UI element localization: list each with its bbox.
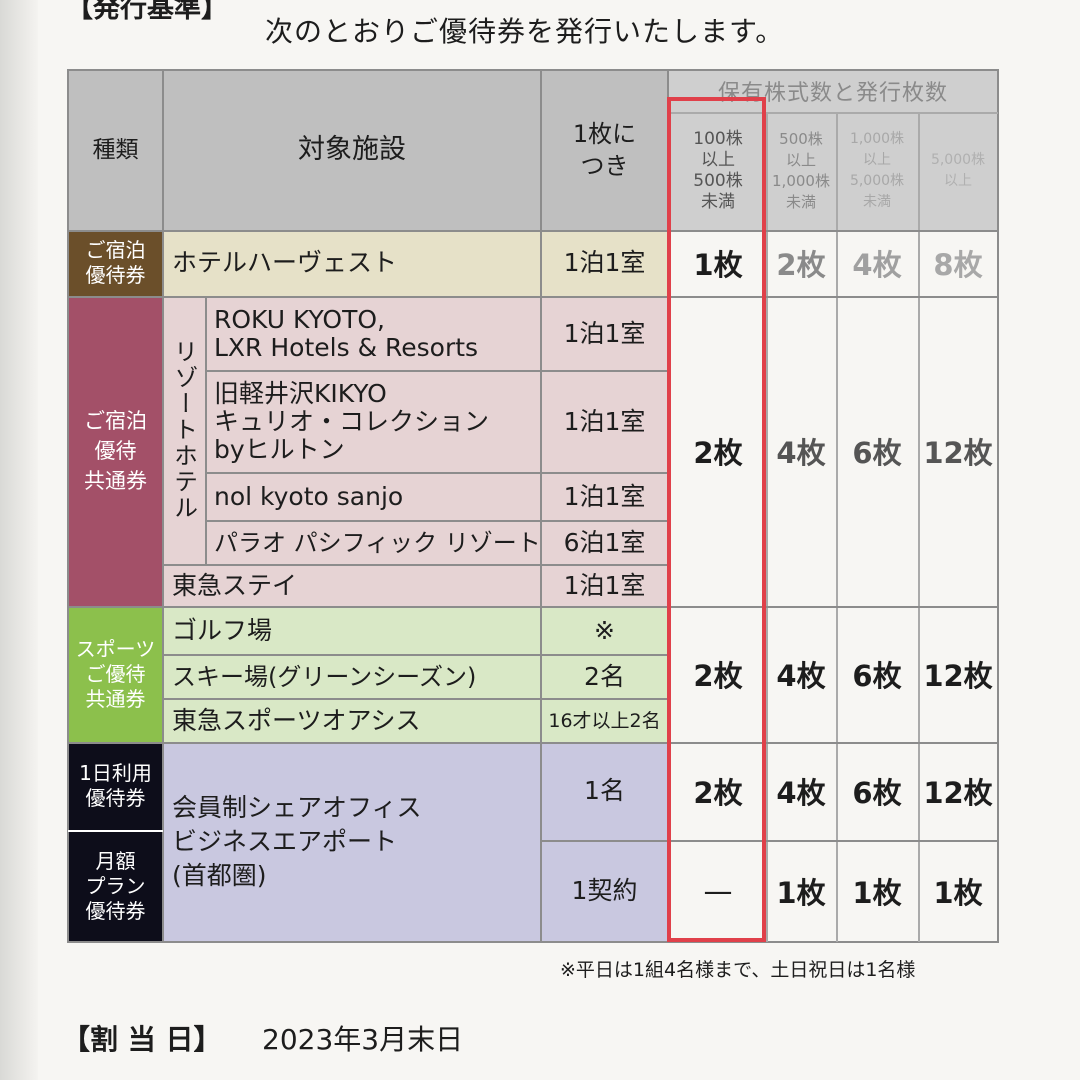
- facility-kikyo: 旧軽井沢KIKYO キュリオ・コレクション byヒルトン: [214, 379, 490, 464]
- row-bg-common: [163, 296, 668, 606]
- header-tier-1: 100株 以上 500株 未満: [693, 129, 743, 212]
- count-sports-tier1: 2枚: [693, 659, 743, 693]
- count-monthly-tier4: 1枚: [933, 876, 983, 910]
- count-stay-tier4: 8枚: [933, 248, 983, 282]
- category-day-use: 1日利用 優待券: [68, 742, 163, 830]
- grid-line: [836, 112, 838, 942]
- grid-line: [918, 112, 920, 942]
- unit-roku: 1泊1室: [563, 319, 646, 348]
- grid-line: [540, 69, 542, 943]
- count-sports-tier2: 4枚: [776, 659, 826, 693]
- grid-line: [205, 370, 668, 372]
- count-stay-tier1: 1枚: [693, 248, 743, 282]
- count-sports-tier3: 6枚: [852, 659, 902, 693]
- category-sports: スポーツ ご優待 共通券: [68, 606, 163, 742]
- grid-line: [162, 69, 164, 943]
- header-tier-4: 5,000株 以上: [930, 152, 986, 189]
- facility-nol: nol kyoto sanjo: [214, 482, 404, 511]
- tier-header-bg: [668, 70, 998, 230]
- grid-line: [68, 69, 998, 71]
- row-bg-office: [163, 742, 668, 942]
- grid-line: [68, 830, 163, 832]
- grid-line: [205, 520, 668, 522]
- grid-line: [997, 69, 999, 943]
- count-monthly-tier3: 1枚: [852, 876, 902, 910]
- grid-line: [163, 654, 668, 656]
- row-bg-stay: [163, 230, 668, 296]
- section-label-issuance: 【発行基準】: [66, 0, 228, 24]
- facility-harvest: ホテルハーヴェスト: [172, 248, 398, 277]
- grid-line: [67, 69, 69, 943]
- unit-palau: 6泊1室: [563, 528, 646, 557]
- count-sports-tier4: 12枚: [923, 659, 993, 693]
- grid-line: [667, 69, 669, 943]
- count-common-tier1: 2枚: [693, 436, 743, 470]
- facility-roku: ROKU KYOTO, LXR Hotels & Resorts: [214, 305, 479, 362]
- header-tier-3: 1,000株 以上 5,000株 未満: [849, 131, 905, 210]
- grid-line: [68, 742, 998, 744]
- row-bg-sports: [163, 606, 668, 742]
- header-tier-2: 500株 以上 1,000株 未満: [772, 130, 830, 211]
- category-monthly: 月額 プラン 優待券: [68, 830, 163, 942]
- grid-line: [205, 296, 207, 566]
- unit-tokyustay: 1泊1室: [563, 571, 646, 600]
- count-stay-tier3: 4枚: [852, 248, 902, 282]
- table-header-bg: [68, 70, 668, 230]
- facility-ski: スキー場(グリーンシーズン): [172, 663, 477, 691]
- allotment-label: 【割 当 日】: [62, 1023, 222, 1056]
- facility-tokyustay: 東急ステイ: [172, 571, 298, 600]
- unit-kikyo: 1泊1室: [563, 407, 646, 436]
- grid-line: [205, 472, 668, 474]
- unit-office-month: 1契約: [571, 876, 638, 905]
- grid-line: [68, 296, 998, 298]
- intro-text: 次のとおりご優待券を発行いたします。: [265, 15, 785, 48]
- unit-harvest: 1泊1室: [563, 248, 646, 277]
- count-dayuse-tier1: 2枚: [693, 776, 743, 810]
- count-stay-tier2: 2枚: [776, 248, 826, 282]
- unit-office-day: 1名: [584, 776, 625, 805]
- facility-palau: パラオ パシフィック リゾート: [214, 529, 541, 557]
- category-stay-common: ご宿泊 優待 共通券: [68, 296, 163, 606]
- facility-office: 会員制シェアオフィス ビジネスエアポート (首都圏): [172, 793, 422, 890]
- count-dayuse-tier4: 12枚: [923, 776, 993, 810]
- header-per-ticket: 1枚に つき: [572, 120, 637, 180]
- page-fold-shadow: [0, 0, 38, 1080]
- unit-nol: 1泊1室: [563, 482, 646, 511]
- unit-oasis: 16才以上2名: [548, 710, 661, 732]
- unit-ski: 2名: [584, 662, 625, 691]
- grid-line: [163, 564, 668, 566]
- facility-oasis: 東急スポーツオアシス: [172, 706, 421, 735]
- grid-line: [163, 698, 668, 700]
- header-type: 種類: [92, 137, 139, 163]
- count-common-tier2: 4枚: [776, 436, 826, 470]
- grid-line: [68, 606, 998, 608]
- grid-line: [766, 112, 768, 942]
- count-common-tier3: 6枚: [852, 436, 902, 470]
- header-facility: 対象施設: [298, 134, 406, 165]
- unit-golf: ※: [594, 616, 615, 645]
- header-holding-group: 保有株式数と発行枚数: [717, 81, 948, 106]
- count-common-tier4: 12枚: [923, 436, 993, 470]
- category-stay: ご宿泊 優待券: [68, 230, 163, 296]
- grid-line: [68, 941, 998, 943]
- count-monthly-tier2: 1枚: [776, 876, 826, 910]
- count-dayuse-tier3: 6枚: [852, 776, 902, 810]
- grid-line: [540, 840, 998, 842]
- facility-golf: ゴルフ場: [172, 616, 273, 645]
- count-monthly-tier1: —: [703, 874, 733, 908]
- footnote: ※平日は1組4名様まで、土日祝日は1名様: [560, 959, 916, 981]
- allotment-date: 2023年3月末日: [262, 1023, 464, 1056]
- count-dayuse-tier2: 4枚: [776, 776, 826, 810]
- resort-hotel-label: リゾートホテル: [169, 339, 198, 521]
- grid-line: [68, 230, 998, 232]
- grid-line: [668, 112, 998, 114]
